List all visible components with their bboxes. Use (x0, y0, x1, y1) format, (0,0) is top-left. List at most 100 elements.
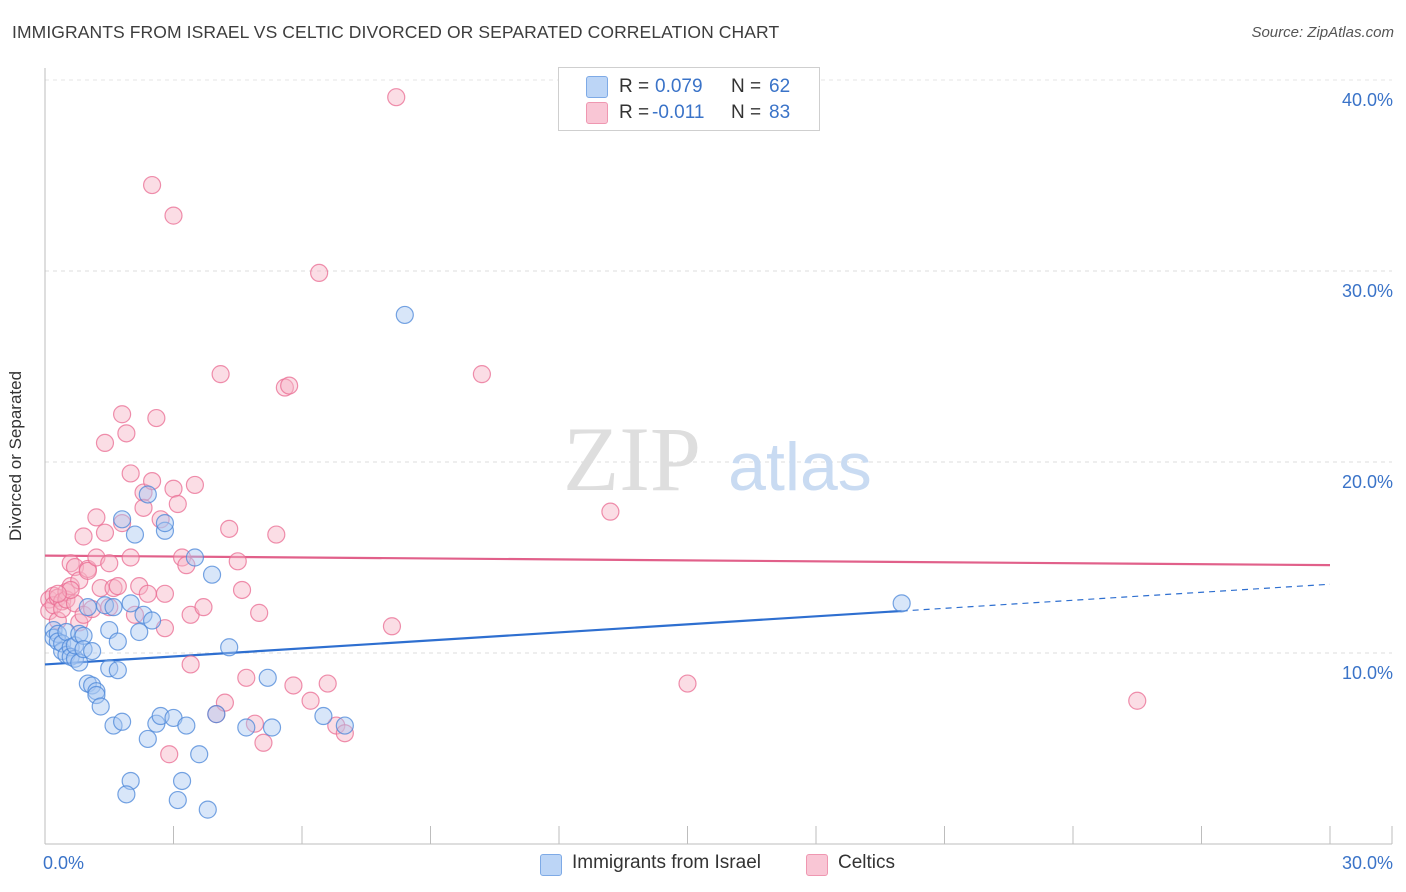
data-point (104, 598, 123, 617)
data-point (74, 527, 93, 546)
data-point (258, 668, 277, 687)
data-point (95, 523, 115, 542)
data-point (892, 594, 911, 613)
data-point (121, 594, 140, 613)
legend-r-value: 0.079 (655, 76, 703, 97)
data-points (40, 88, 1147, 819)
data-point (142, 472, 162, 491)
data-point (262, 718, 282, 737)
data-point (220, 519, 239, 538)
data-point (202, 565, 222, 584)
data-point (678, 674, 697, 693)
data-point (142, 175, 162, 195)
data-point (138, 729, 157, 749)
data-point (112, 712, 132, 731)
y-tick-label: 30.0% (1342, 281, 1393, 301)
legend-n-label: N = (731, 102, 762, 123)
data-point (267, 525, 286, 544)
data-point (121, 771, 140, 791)
data-point (130, 622, 149, 642)
data-point (74, 626, 93, 645)
data-point (121, 464, 140, 483)
data-point (280, 376, 299, 395)
legend-swatch-israel (586, 76, 608, 98)
data-point (207, 705, 226, 724)
data-point (245, 714, 264, 733)
data-point (164, 479, 183, 498)
bottom-legend-label: Immigrants from Israel (572, 852, 761, 873)
legend-r-label: R = (619, 76, 650, 97)
bottom-legend-label: Celtics (838, 852, 896, 873)
data-point (168, 790, 187, 810)
data-point (155, 521, 175, 540)
x-tick-label: 0.0% (43, 853, 84, 873)
data-point (198, 800, 217, 819)
data-point (220, 638, 239, 657)
y-axis-label: Divorced or Separated (6, 370, 25, 542)
data-point (108, 661, 127, 680)
data-point (147, 408, 166, 428)
data-point (314, 706, 333, 726)
watermark: ZIP atlas (563, 408, 872, 510)
data-point (232, 580, 252, 600)
legend-row-israel: R = 0.079 N = 62 (559, 76, 819, 100)
y-tick-label: 40.0% (1342, 90, 1393, 110)
data-point (142, 611, 162, 630)
data-point (168, 494, 187, 514)
data-point (172, 771, 192, 791)
data-point (160, 745, 179, 764)
data-point (1128, 691, 1147, 710)
data-point (185, 475, 205, 495)
x-tick-label: 30.0% (1342, 853, 1393, 873)
data-point (117, 785, 136, 804)
data-point (112, 510, 132, 529)
data-point (104, 716, 123, 735)
chart-title: IMMIGRANTS FROM ISRAEL VS CELTIC DIVORCE… (12, 22, 780, 42)
data-point (121, 548, 140, 567)
trend-line-celtics (44, 554, 1331, 567)
legend-n-label: N = (731, 76, 762, 97)
data-point (112, 405, 132, 424)
legend-r-value: -0.011 (652, 102, 705, 123)
y-tick-label: 10.0% (1342, 663, 1393, 683)
data-point (237, 668, 256, 687)
data-point (387, 88, 406, 107)
data-point (87, 685, 106, 705)
tick-labels: 10.0% 20.0% 30.0% 40.0% 0.0% 30.0% (43, 90, 1393, 873)
data-point (108, 632, 127, 651)
data-point (134, 498, 153, 517)
data-point (48, 584, 67, 603)
data-point (601, 502, 620, 521)
data-point (70, 653, 89, 672)
source-label: Source: ZipAtlas.com (1251, 24, 1394, 41)
watermark-atlas: atlas (728, 429, 872, 505)
data-point (301, 691, 320, 710)
axes (44, 68, 1393, 845)
y-tick-label: 20.0% (1342, 472, 1393, 492)
data-point (395, 305, 414, 325)
data-point (117, 424, 136, 443)
bottom-swatch-israel (540, 854, 562, 876)
trend-lines (44, 554, 1331, 666)
data-point (185, 548, 205, 567)
data-point (138, 584, 157, 603)
data-point (237, 718, 256, 737)
data-point (284, 676, 303, 695)
watermark-zip: ZIP (563, 408, 701, 510)
trend-line-israel-extension (901, 583, 1331, 612)
legend-swatch-celtics (586, 102, 608, 124)
data-point (335, 716, 354, 735)
data-point (138, 485, 157, 504)
data-point (228, 552, 247, 571)
grid-lines (45, 79, 1392, 654)
data-point (177, 716, 196, 735)
correlation-legend: R = 0.079 N = 62 R = -0.011 N = 83 (558, 67, 820, 131)
data-point (382, 617, 402, 636)
data-point (78, 598, 97, 617)
data-point (211, 365, 230, 384)
legend-n-value: 62 (769, 76, 791, 97)
data-point (181, 655, 200, 674)
data-point (194, 598, 213, 617)
data-point (83, 641, 102, 661)
